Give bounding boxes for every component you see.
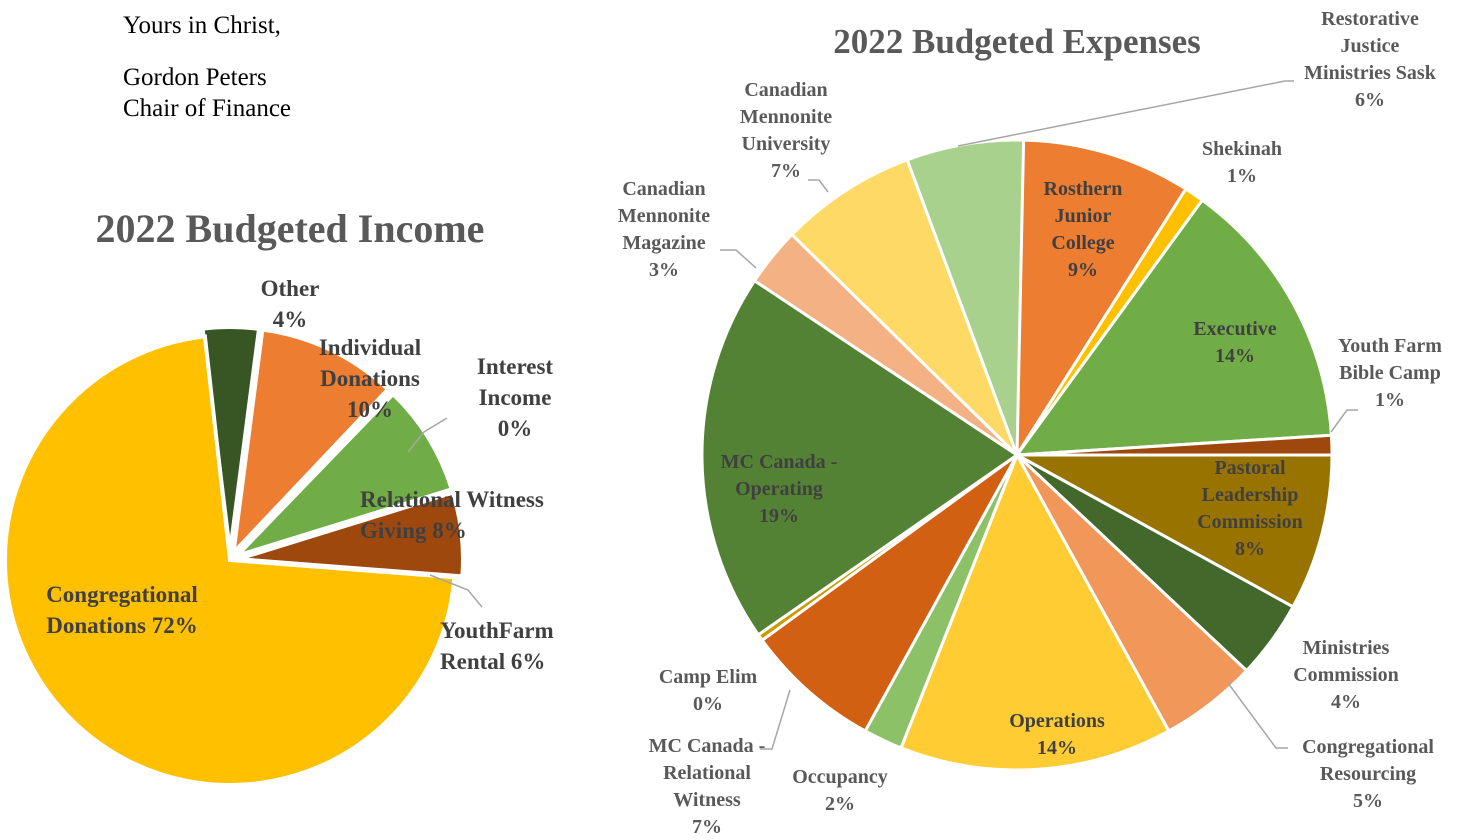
- expense-label-youth-farm-bible-camp: Youth Farm Bible Camp 1%: [1338, 335, 1442, 411]
- expense-label-ministries-commission: Ministries Commission 4%: [1293, 637, 1399, 713]
- income-label-relational-witness-giving: Relational Witness Giving 8%: [360, 487, 544, 543]
- expense-slice-mc-canada-operating: [700, 278, 1020, 637]
- expense-slice-mc-canada-relational-witness: [760, 453, 1019, 734]
- income-label-youthfarm-rental: YouthFarm Rental 6%: [440, 618, 554, 674]
- youthfarm-rental-leader: [429, 574, 483, 608]
- income-label-interest-income: Interest Income 0%: [477, 354, 554, 441]
- income-label-congregational-donations: Congregational Donations 72%: [46, 582, 198, 638]
- expense-label-canadian-mennonite-university: Canadian Mennonite University 7%: [740, 79, 832, 182]
- income-slice-interest-income: [234, 387, 395, 556]
- youth-farm-leader: [1330, 409, 1358, 433]
- expense-label-occupancy: Occupancy 2%: [792, 766, 888, 815]
- congregational-resourcing-leader: [1227, 682, 1288, 749]
- expenses-labels: Rosthern Junior College 9% Shekinah 1% Executi…: [618, 8, 1442, 838]
- restorative-justice-leader: [957, 80, 1294, 147]
- income-label-individual-donations: Individual Donations 10%: [319, 335, 421, 422]
- expense-label-congregational-resourcing: Congregational Resourcing 5%: [1302, 736, 1434, 812]
- expense-label-operations: Operations 14%: [1009, 710, 1105, 759]
- expense-label-mc-canada-operating: MC Canada -Operating 19%: [721, 451, 838, 527]
- income-label-other: Other 4%: [261, 276, 320, 332]
- interest-income-leader: [407, 417, 448, 453]
- expense-label-camp-elim: Camp Elim 0%: [659, 666, 758, 715]
- signature-closing: Yours in Christ,: [123, 10, 281, 41]
- expense-slice-operations: [899, 451, 1171, 772]
- income-slice-individual-donations: [230, 327, 391, 559]
- expenses-pie: [700, 138, 1334, 772]
- canadian-mennonite-university-leader: [808, 179, 829, 193]
- signer-name: Gordon Peters: [123, 64, 267, 91]
- expense-slice-executive: [1013, 198, 1333, 457]
- expense-label-pastoral-leadership-commission: Pastoral Leadership Commission 8%: [1197, 457, 1303, 560]
- expense-label-canadian-mennonite-magazine: Canadian Mennonite Magazine 3%: [618, 178, 710, 281]
- income-pie: [3, 325, 465, 787]
- income-labels: Other 4%Individual Donations 10% Interest Inc…: [46, 276, 554, 674]
- closing-text: Yours in Christ,: [123, 12, 281, 39]
- expense-slice-canadian-mennonite-university: [789, 157, 1019, 457]
- mc-canada-relational-leader: [760, 689, 791, 750]
- expense-slice-rosthern-junior-college: [1015, 138, 1188, 461]
- signer-role: Chair of Finance: [123, 95, 292, 122]
- signature-block: Gordon Peters Chair of Finance: [123, 62, 291, 124]
- income-slice-relational-witness-giving: [235, 391, 455, 558]
- expense-slice-pastoral-leadership-commission: [1016, 453, 1334, 609]
- income-slice-congregational-donations: [3, 334, 457, 787]
- expense-label-executive: Executive 14%: [1193, 318, 1276, 367]
- income-slice-youthfarm-rental: [237, 490, 465, 579]
- expense-label-rosthern-junior-college: Rosthern Junior College 9%: [1044, 178, 1123, 281]
- canadian-mennonite-magazine-leader: [720, 249, 757, 269]
- income-chart-title: 2022 Budgeted Income: [96, 206, 485, 251]
- expense-label-shekinah: Shekinah 1%: [1202, 138, 1282, 187]
- expense-label-restorative-justice-ministries-sask: Restorative Justice Ministries Sask 6%: [1304, 8, 1437, 111]
- expenses-chart-title: 2022 Budgeted Expenses: [833, 22, 1201, 61]
- income-slice-other: [200, 325, 262, 553]
- expense-label-mc-canada-relational-witness: MC Canada -Relational Witness 7%: [649, 735, 766, 838]
